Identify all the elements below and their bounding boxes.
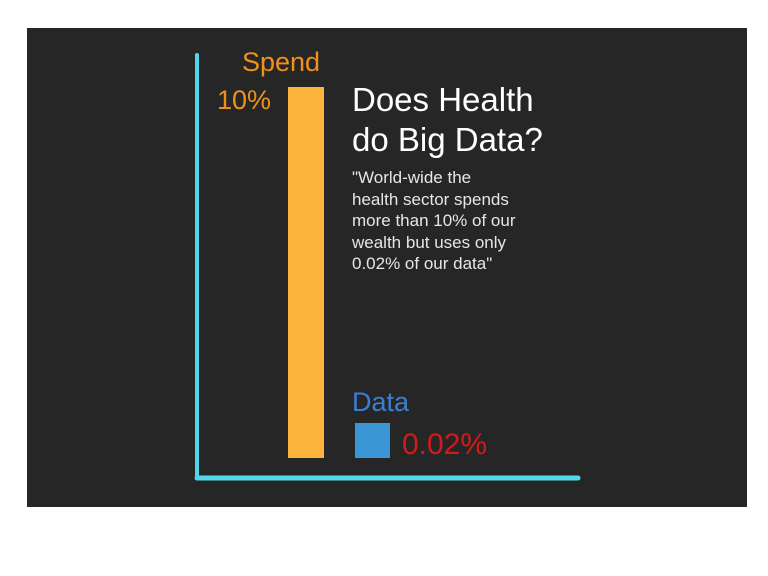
chart-subtitle-quote: "World-wide the health sector spends mor… bbox=[352, 167, 552, 275]
quote-line: "World-wide the bbox=[352, 168, 472, 187]
bar-spend bbox=[288, 87, 324, 458]
quote-line: health sector spends bbox=[352, 189, 509, 209]
spend-category-label: Spend bbox=[242, 47, 321, 77]
spend-value-label: 10% bbox=[217, 85, 272, 115]
data-value-label: 0.02% bbox=[402, 428, 488, 461]
chart-title: Does Health do Big Data? bbox=[352, 80, 543, 160]
title-line: do Big Data? bbox=[352, 121, 543, 158]
quote-line: wealth but uses only bbox=[352, 232, 507, 252]
quote-line: 0.02% of our data" bbox=[352, 254, 493, 273]
data-category-label: Data bbox=[352, 387, 410, 417]
title-line: Does Health bbox=[352, 81, 534, 118]
bar-data bbox=[355, 423, 390, 458]
quote-line: more than 10% of our bbox=[352, 211, 516, 230]
